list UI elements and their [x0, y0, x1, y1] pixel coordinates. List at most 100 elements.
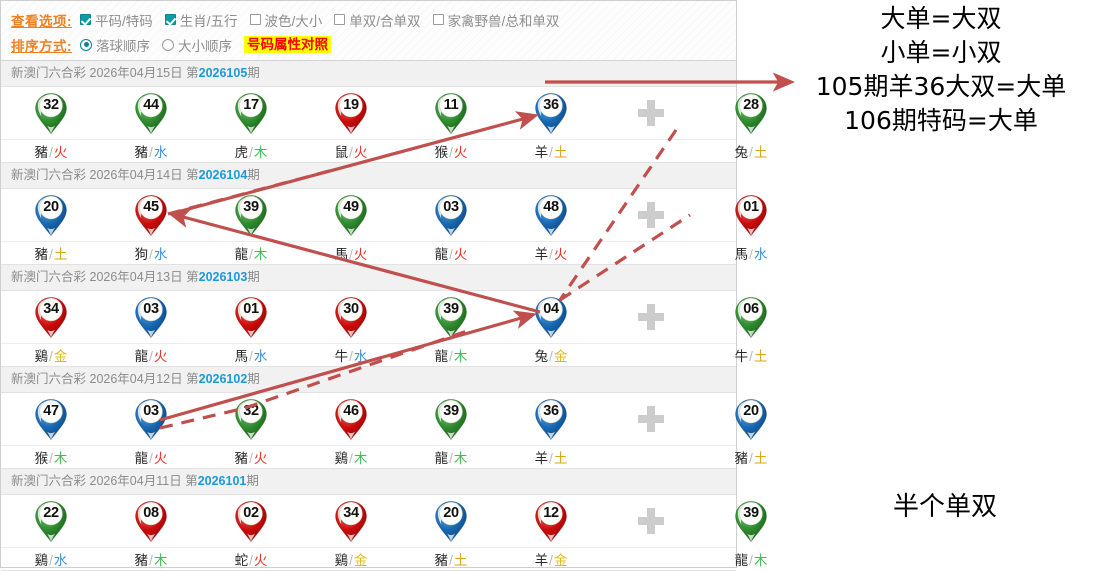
attribute-cell: 鷄/金 [301, 549, 401, 569]
separator: / [549, 553, 553, 568]
ball-attribute-label: 羊/土 [535, 141, 568, 161]
ball-cell: 44 [101, 92, 201, 135]
attribute-cell: 兔/金 [501, 345, 601, 365]
draw-block: 新澳门六合彩 2026年04月15日 第2026105期 32 44 [1, 61, 767, 163]
element-label: 土 [553, 451, 568, 466]
view-option-4[interactable]: 家禽野兽/总和单双 [432, 10, 560, 30]
ball-row: 32 44 17 [1, 87, 767, 140]
attribute-cell: 羊/金 [501, 549, 601, 569]
attribute-cell: 馬/水 [201, 345, 301, 365]
ball-number: 45 [143, 198, 159, 215]
annotation-line-2: 105期羊36大双=大单 [815, 72, 1067, 101]
annotation-line-0: 大单=大双 [880, 4, 1002, 33]
period-suffix: 期 [247, 270, 260, 284]
period-number: 2026101 [197, 474, 247, 488]
ball-attribute-label: 龍/火 [135, 345, 168, 365]
ball-cell: 20 [401, 500, 501, 543]
ball-cell: 36 [501, 92, 601, 135]
separator: / [349, 451, 353, 466]
attribute-cell: 馬/火 [301, 243, 401, 263]
zodiac-label: 豬 [234, 451, 249, 466]
number-attribute-compare-button[interactable]: 号码属性对照 [244, 36, 331, 53]
lottery-ball: 04 [534, 296, 568, 339]
element-label: 金 [553, 553, 568, 568]
ball-row: 34 03 01 [1, 291, 767, 344]
attribute-cell: 豬/木 [101, 549, 201, 569]
period-prefix: 第 [186, 372, 199, 386]
ball-cell: 39 [401, 398, 501, 441]
ball-number: 44 [143, 96, 159, 113]
ball-cell: 03 [401, 194, 501, 237]
period-suffix: 期 [247, 66, 260, 80]
ball-cell: 19 [301, 92, 401, 135]
radio-icon[interactable] [162, 38, 174, 51]
ball-cell: 17 [201, 92, 301, 135]
attribute-cell: 羊/土 [501, 141, 601, 161]
ball-number: 03 [443, 198, 459, 215]
ball-attribute-label: 兔/土 [735, 141, 768, 161]
lottery-ball: 01 [734, 194, 768, 237]
checkbox-icon[interactable] [432, 14, 444, 25]
annotation-bottom-text: 半个单双 [892, 492, 997, 522]
zodiac-label: 羊 [534, 145, 549, 160]
ball-number: 03 [143, 402, 159, 419]
special-ball-cell: 39 [701, 500, 801, 543]
separator: / [749, 247, 753, 262]
view-option-1[interactable]: 生肖/五行 [164, 10, 238, 30]
game-name: 新澳门六合彩 [11, 168, 87, 182]
element-label: 火 [353, 247, 368, 262]
separator: / [549, 145, 553, 160]
sort-option-label: 落球顺序 [96, 38, 150, 54]
ball-attribute-label: 龍/火 [435, 243, 468, 263]
lottery-ball: 03 [134, 296, 168, 339]
separator: / [49, 247, 53, 262]
view-option-0[interactable]: 平码/特码 [80, 10, 153, 30]
view-option-3[interactable]: 单双/合单双 [334, 10, 421, 30]
separator: / [49, 145, 53, 160]
draw-date: 2026年04月14日 [89, 168, 183, 182]
checkbox-icon[interactable] [249, 14, 261, 25]
element-label: 土 [553, 145, 568, 160]
view-option-label: 单双/合单双 [349, 13, 421, 29]
zodiac-label: 龍 [734, 553, 749, 568]
ball-number: 34 [43, 300, 59, 317]
checkbox-icon[interactable] [80, 14, 91, 25]
lottery-ball: 20 [734, 398, 768, 441]
zodiac-label: 馬 [234, 349, 249, 364]
sort-option-1[interactable]: 大小顺序 [162, 35, 232, 55]
ball-row: 47 03 32 [1, 393, 767, 446]
radio-icon[interactable] [80, 38, 92, 51]
element-label: 土 [753, 145, 768, 160]
view-option-label: 家禽野兽/总和单双 [447, 13, 560, 29]
checkbox-icon[interactable] [164, 14, 176, 25]
plus-separator-cell [601, 304, 701, 330]
lottery-ball: 48 [534, 194, 568, 237]
ball-cell: 46 [301, 398, 401, 441]
game-name: 新澳门六合彩 [11, 66, 87, 80]
game-name: 新澳门六合彩 [11, 474, 87, 488]
zodiac-label: 豬 [34, 145, 49, 160]
element-label: 土 [53, 247, 68, 262]
zodiac-label: 虎 [234, 145, 249, 160]
separator: / [249, 553, 253, 568]
checkbox-icon[interactable] [334, 14, 346, 25]
ball-number: 34 [343, 504, 359, 521]
view-option-2[interactable]: 波色/大小 [249, 10, 323, 30]
special-ball-cell: 01 [701, 194, 801, 237]
zodiac-label: 龍 [234, 247, 249, 262]
ball-cell: 49 [301, 194, 401, 237]
ball-number: 20 [743, 402, 759, 419]
separator: / [349, 349, 353, 364]
period-number: 2026105 [198, 66, 248, 80]
view-option-label: 波色/大小 [264, 13, 323, 29]
zodiac-label: 龍 [134, 349, 149, 364]
ball-number: 32 [43, 96, 59, 113]
draw-header: 新澳门六合彩 2026年04月12日 第2026102期 [1, 367, 736, 393]
plus-separator-cell [601, 508, 701, 534]
draw-block: 新澳门六合彩 2026年04月14日 第2026104期 20 45 [1, 163, 767, 265]
sort-option-0[interactable]: 落球顺序 [80, 35, 150, 55]
ball-attribute-label: 龍/木 [735, 549, 768, 569]
period-prefix: 第 [186, 66, 199, 80]
element-label: 水 [53, 553, 68, 568]
